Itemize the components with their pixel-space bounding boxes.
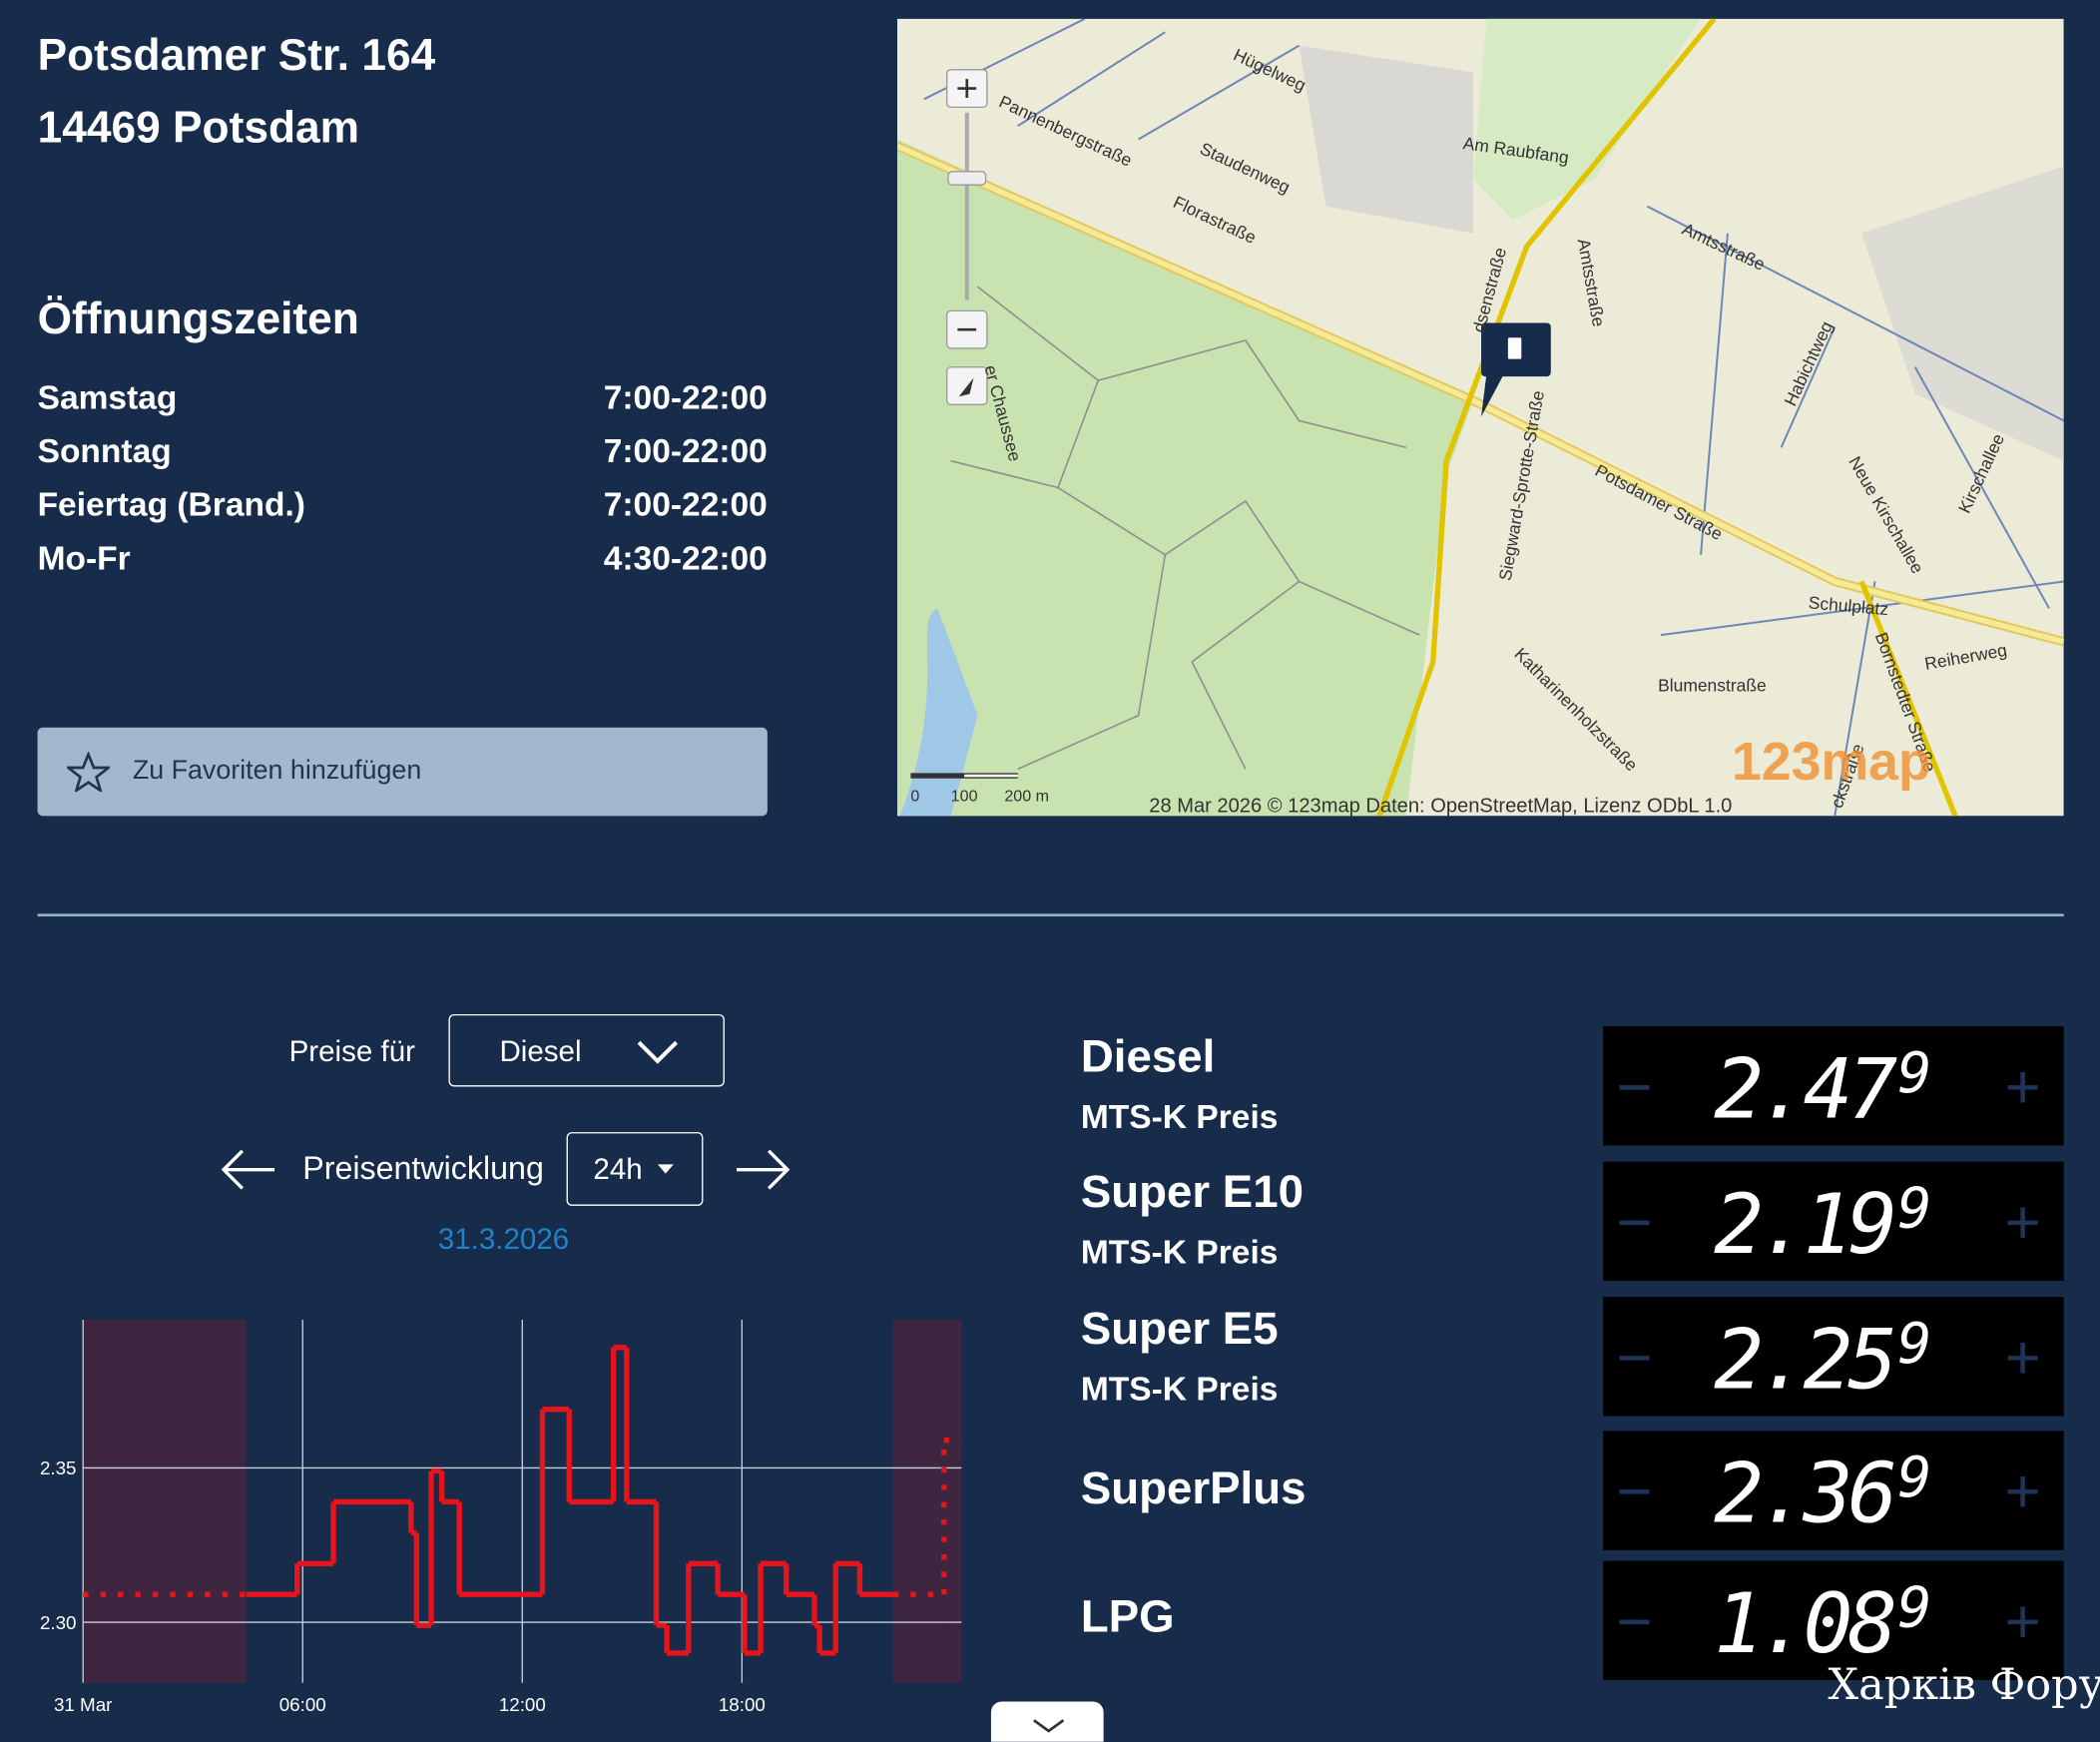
plus: + <box>2004 1585 2041 1656</box>
price-sup: 9 <box>1897 1573 1932 1640</box>
scale-label: 0 <box>910 788 919 806</box>
price-main: 2.47 <box>1714 1039 1897 1138</box>
history-label: Preisentwicklung <box>302 1150 544 1188</box>
scale-label: 100 <box>951 788 978 806</box>
price-sup: 9 <box>1897 1444 1932 1510</box>
day: Mo-Fr <box>37 539 131 578</box>
fuel-note: MTS-K Preis <box>1080 1370 1279 1409</box>
y-tick-label: 2.30 <box>40 1612 77 1633</box>
station-marker[interactable] <box>1481 322 1551 417</box>
plus: + <box>2004 1050 2041 1121</box>
plus: + <box>2004 1321 2041 1392</box>
map-attribution: 28 Mar 2026 © 123map Daten: OpenStreetMa… <box>1149 795 1732 816</box>
price-display: − +2.19 9 <box>1603 1161 2064 1282</box>
price-sup: 9 <box>1897 1039 1932 1106</box>
fuel-name: Super E10 <box>1080 1166 1304 1218</box>
star-icon <box>67 751 111 793</box>
locate[interactable] <box>945 366 988 405</box>
chart: 31 Mar 06:00 12:00 18:00 2.30 2.35 <box>40 1319 962 1715</box>
fuel-select[interactable]: Diesel <box>448 1013 725 1087</box>
street-label: Blumenstraße <box>1658 676 1767 696</box>
fuel-name: LPG <box>1080 1591 1175 1643</box>
favorite-text: Zu Favoriten hinzufügen <box>132 755 422 786</box>
divider <box>37 913 2064 916</box>
range-value: 24h <box>593 1152 643 1186</box>
street: Potsdamer Str. 164 <box>37 29 436 80</box>
minus: − <box>1616 1585 1653 1656</box>
plus: + <box>2004 1186 2041 1257</box>
night-shade <box>943 1319 962 1683</box>
minus: − <box>1616 1050 1653 1121</box>
minus: − <box>1616 1455 1653 1525</box>
chevron <box>637 1040 679 1064</box>
price-main: 2.19 <box>1714 1175 1897 1273</box>
time: 7:00-22:00 <box>603 432 768 471</box>
range-select[interactable]: 24h <box>566 1132 704 1206</box>
fuel-note: MTS-K Preis <box>1080 1234 1279 1272</box>
price-sup: 9 <box>1897 1310 1932 1377</box>
watermark: Харків Форум <box>1828 1658 2100 1710</box>
price-main: 2.36 <box>1714 1444 1897 1542</box>
plus: + <box>2004 1455 2041 1525</box>
price-display: − +2.36 9 <box>1603 1431 2064 1550</box>
favorite-button[interactable]: Zu Favoriten hinzufügen <box>37 727 768 817</box>
fuel-value: Diesel <box>499 1034 582 1068</box>
scale-label: 200 m <box>1004 788 1049 806</box>
fuel-name: SuperPlus <box>1080 1462 1307 1514</box>
day: Feiertag (Brand.) <box>37 486 305 524</box>
caret <box>657 1164 674 1174</box>
time: 4:30-22:00 <box>603 539 768 578</box>
collapse-tab[interactable] <box>990 1701 1104 1742</box>
price-main: 1.08 <box>1714 1573 1897 1672</box>
day: Sonntag <box>37 432 172 471</box>
time: 7:00-22:00 <box>603 378 768 417</box>
y-tick-label: 2.35 <box>40 1457 77 1478</box>
fuel-name: Super E5 <box>1080 1303 1279 1355</box>
minus: − <box>1616 1186 1653 1257</box>
price-sup: 9 <box>1897 1175 1932 1241</box>
price-main: 2.25 <box>1714 1310 1897 1409</box>
next-arrow[interactable] <box>732 1147 793 1193</box>
day: Samstag <box>37 378 178 417</box>
map-logo: 123map <box>1732 732 1931 792</box>
price-display: − +2.25 9 <box>1603 1297 2064 1417</box>
zoom-controls <box>945 69 988 405</box>
price-display: − +1.08 9 <box>1603 1560 2064 1680</box>
fuel-name: Diesel <box>1080 1031 1216 1083</box>
x-tick-label: 18:00 <box>719 1694 766 1715</box>
fuel-note: MTS-K Preis <box>1080 1098 1279 1137</box>
select-label: Preise für <box>288 1034 415 1068</box>
night-shade <box>892 1319 944 1683</box>
city: 14469 Potsdam <box>37 101 360 152</box>
minus: − <box>1616 1321 1653 1392</box>
date: 31.3.2026 <box>437 1221 570 1256</box>
price-display: − +2.47 9 <box>1603 1026 2064 1146</box>
prev-arrow[interactable] <box>219 1147 280 1193</box>
hours-title: Öffnungszeiten <box>37 292 359 343</box>
x-tick-label: 12:00 <box>499 1694 546 1715</box>
night-shade <box>83 1319 247 1683</box>
x-tick-label: 06:00 <box>279 1694 326 1715</box>
time: 7:00-22:00 <box>603 486 768 524</box>
x-tick-label: 31 Mar <box>54 1694 112 1715</box>
